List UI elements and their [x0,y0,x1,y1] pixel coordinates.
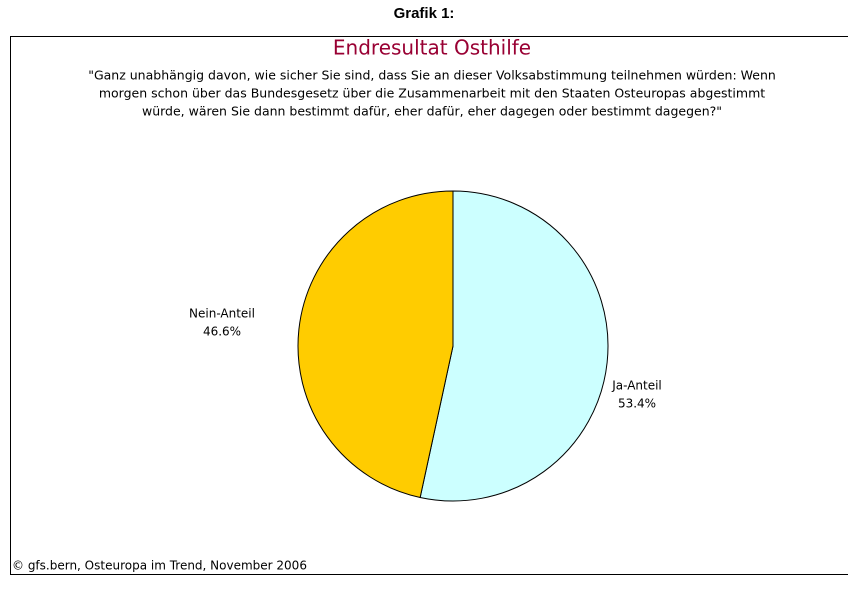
subtitle: "Ganz unabhängig davon, wie sicher Sie s… [88,68,776,83]
subtitle: würde, wären Sie dann bestimmt dafür, eh… [142,104,722,119]
subtitle: morgen schon über das Bundesgesetz über … [99,86,765,101]
header: Grafik 1: [394,5,455,22]
slice-value: 46.6% [203,325,241,339]
slice-label: Nein-Anteil [189,307,255,321]
source: © gfs.bern, Osteuropa im Trend, November… [12,559,307,573]
chart-title: Endresultat Osthilfe [333,36,531,60]
slice-value: 53.4% [618,397,656,411]
slice-label: Ja-Anteil [611,379,662,393]
